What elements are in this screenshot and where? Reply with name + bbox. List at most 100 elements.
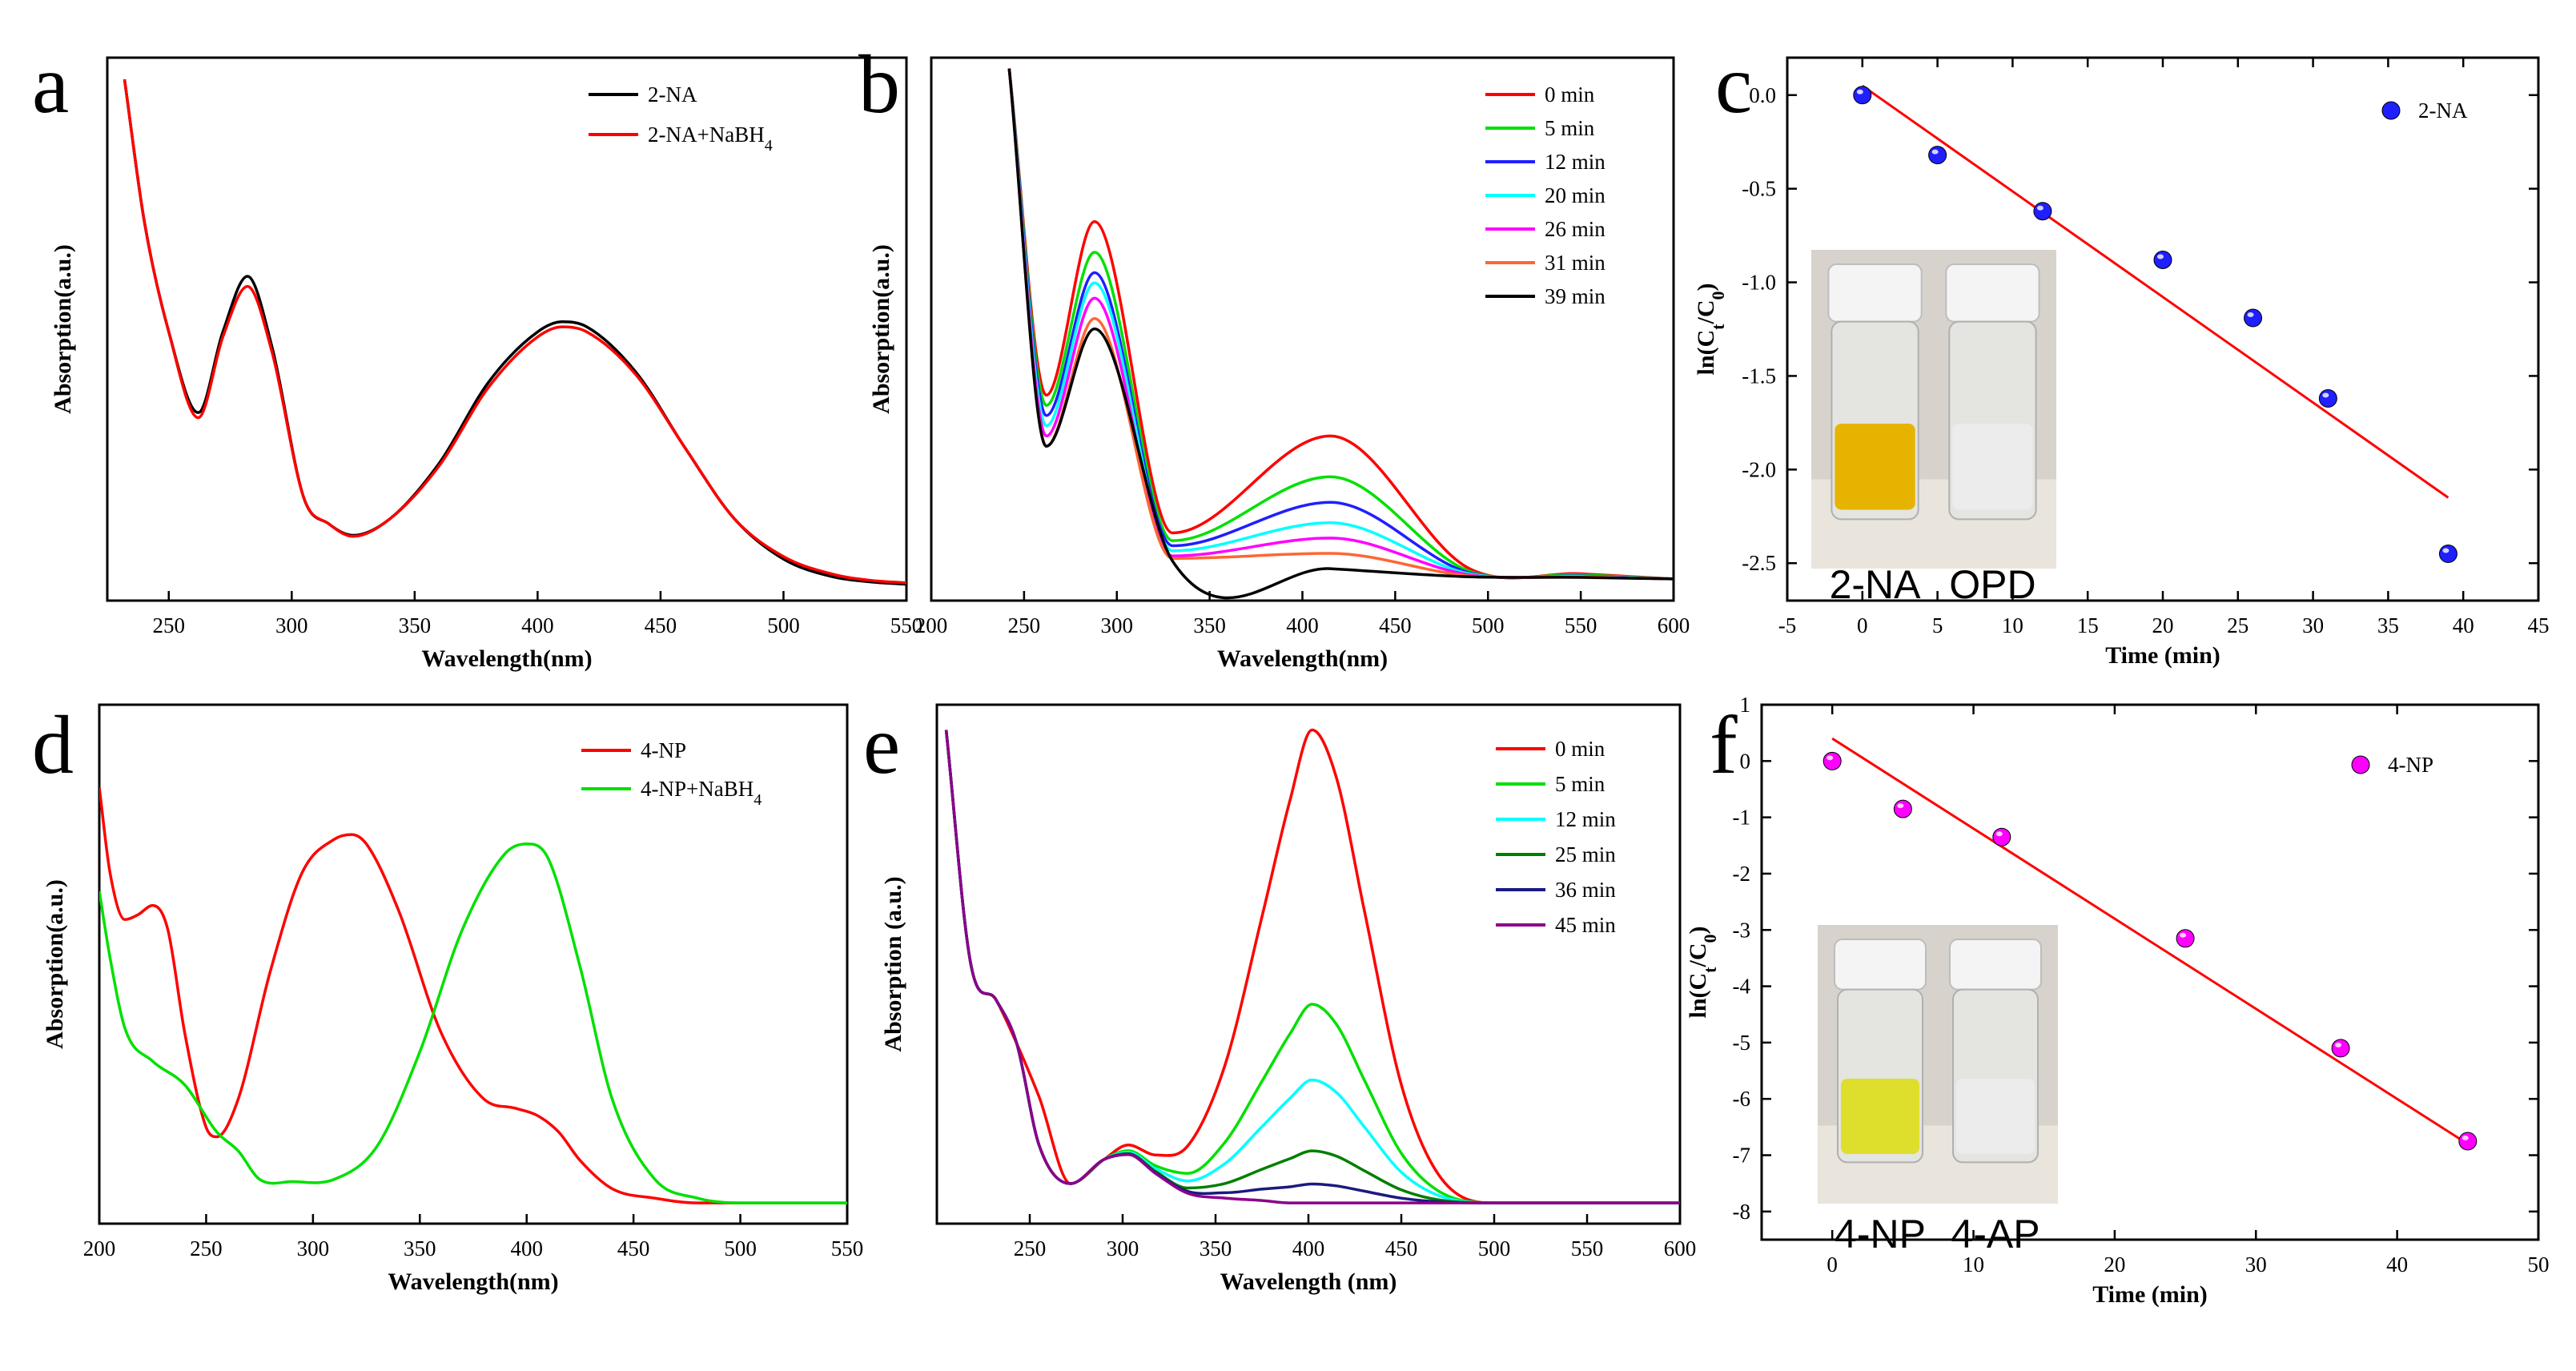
legend-4np-nabh4-label: 4-NP+NaBH4	[641, 777, 762, 809]
data-point-highlight	[2335, 1042, 2342, 1047]
inset-label-left: 4-NP	[1835, 1212, 1926, 1256]
y-axis-label-sub: 0	[1700, 934, 1720, 943]
data-point	[2458, 1132, 2478, 1151]
y-tick-label: -2.0	[1742, 457, 1776, 481]
x-axis-label: Time (min)	[2105, 642, 2220, 669]
y-tick-label: -5	[1733, 1031, 1751, 1055]
x-tick-label: 20	[2152, 613, 2174, 637]
y-tick-label: -4	[1733, 975, 1751, 999]
y-axis-label-part: ln(C	[1693, 330, 1719, 376]
legend-0-min-label: 0 min	[1555, 737, 1605, 761]
data-point	[2244, 308, 2263, 328]
x-tick-label: 35	[2377, 613, 2399, 637]
x-tick-label: 350	[1193, 613, 1226, 637]
series-line-0-min	[944, 728, 1680, 1204]
x-tick-label: 300	[297, 1236, 330, 1260]
vial-cap	[1945, 263, 2040, 323]
panel-b: b 200 250 300 350 400 450 500 550 600 Wavelength(n…	[858, 38, 1690, 672]
x-tick-label: 40	[2386, 1252, 2408, 1277]
x-tick-label: 250	[1008, 613, 1041, 637]
legend-39-min-label: 39 min	[1545, 284, 1605, 308]
x-tick-label: 400	[510, 1236, 543, 1260]
legend-label: 2-NA	[2418, 99, 2468, 123]
panel-label-b: b	[858, 38, 900, 131]
data-point	[2331, 1039, 2350, 1058]
series-line-36-min	[944, 730, 1680, 1204]
x-tick-label: 450	[1379, 613, 1412, 637]
legend-26-min-label: 26 min	[1545, 217, 1605, 241]
x-tick-label: 550	[1571, 1236, 1604, 1260]
panel-label-f: f	[1710, 699, 1738, 791]
x-tick-label: 550	[890, 613, 923, 637]
y-axis-label-sub: t	[1700, 967, 1720, 973]
legend-20-min-label: 20 min	[1545, 183, 1605, 207]
x-tick-label: 10	[1963, 1252, 1984, 1277]
data-point	[1992, 827, 2011, 846]
x-tick-label: 300	[1101, 613, 1134, 637]
x-tick-label: 0	[1827, 1252, 1838, 1277]
legend-marker	[2351, 755, 2370, 774]
y-axis-label-sub: t	[1708, 324, 1728, 330]
x-tick-label: 350	[1200, 1236, 1232, 1260]
x-tick-label: 15	[2077, 613, 2099, 637]
y-tick-label: 1	[1740, 693, 1751, 717]
x-tick-label: 300	[275, 613, 308, 637]
inset-label-right: 4-AP	[1951, 1212, 2040, 1256]
x-tick-label: 20	[2104, 1252, 2125, 1277]
y-tick-label: -1.5	[1742, 364, 1776, 388]
data-point	[1853, 86, 1872, 105]
inset-photo-c: 2-NA OPD	[1811, 250, 2056, 607]
x-tick-label: 550	[831, 1236, 864, 1260]
x-axis-label: Wavelength(nm)	[1217, 645, 1388, 672]
x-tick-label: 550	[1565, 613, 1597, 637]
data-point	[1893, 799, 1912, 818]
fit-line	[1861, 84, 2449, 499]
inset-label-left: 2-NA	[1830, 562, 1922, 607]
legend-marker	[2381, 101, 2401, 120]
data-point-highlight	[2322, 392, 2329, 398]
legend-45-min-label: 45 min	[1555, 913, 1616, 937]
data-point-highlight	[2180, 932, 2187, 938]
x-tick-label: 500	[724, 1236, 757, 1260]
x-tick-label: 200	[915, 613, 948, 637]
series-line-12-min	[944, 730, 1680, 1204]
y-axis-label-part: ln(C	[1685, 973, 1711, 1019]
x-tick-label: 400	[521, 613, 554, 637]
legend-2na-nabh4-label-sub: 4	[765, 137, 773, 155]
data-point-highlight	[1931, 149, 1939, 155]
x-tick-label: 400	[1292, 1236, 1325, 1260]
data-point-highlight	[2247, 312, 2254, 317]
data-point-highlight	[1897, 803, 1904, 809]
x-tick-label: 350	[399, 613, 432, 637]
panel-label-e: e	[863, 699, 900, 791]
y-tick-label: 0.0	[1749, 83, 1776, 107]
vial-liquid-clear	[1952, 424, 2033, 510]
data-point	[2033, 202, 2052, 221]
x-tick-label: 600	[1658, 613, 1690, 637]
plot-frame-d	[98, 703, 849, 1225]
y-tick-label: -2.5	[1742, 551, 1776, 575]
legend-2na-label: 2-NA	[648, 82, 697, 107]
vial-liquid-colored	[1841, 1079, 1919, 1154]
data-point-highlight	[1995, 831, 2003, 837]
x-tick-label: 250	[1014, 1236, 1047, 1260]
y-tick-label: -7	[1733, 1144, 1751, 1168]
data-point	[2153, 250, 2172, 269]
legend-4np-nabh4-label-sub: 4	[754, 791, 762, 809]
y-axis-label-sub: 0	[1708, 291, 1728, 300]
x-tick-label: 30	[2245, 1252, 2267, 1277]
panel-label-c: c	[1715, 38, 1752, 131]
x-tick-label: 450	[617, 1236, 650, 1260]
x-axis-label: Wavelength(nm)	[388, 1268, 558, 1295]
y-tick-label: -1	[1733, 806, 1751, 830]
x-tick-label: 200	[83, 1236, 116, 1260]
plot-frame-a	[106, 56, 908, 602]
legend-0-min-label: 0 min	[1545, 82, 1595, 107]
y-axis-label: Absorption(a.u.)	[42, 879, 68, 1049]
y-axis-label: ln(Ct/C0)	[1685, 926, 1720, 1018]
series-line-5-min	[944, 730, 1680, 1204]
legend-12-min-label: 12 min	[1545, 150, 1605, 174]
y-axis-label: Absorption(a.u.)	[50, 244, 76, 414]
x-tick-label: 600	[1664, 1236, 1697, 1260]
data-point-highlight	[2036, 205, 2044, 211]
